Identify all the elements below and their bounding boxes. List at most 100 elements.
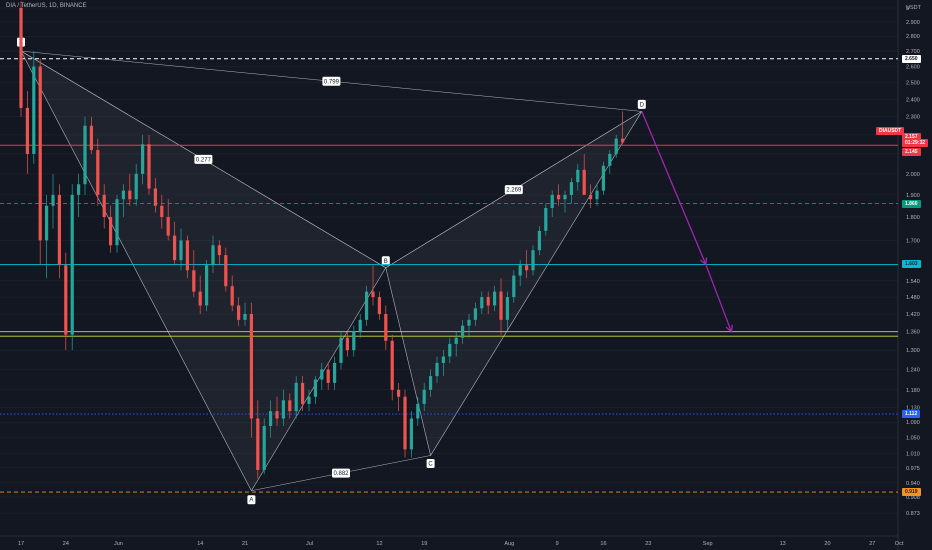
candle-body[interactable] <box>256 418 260 470</box>
candle-body[interactable] <box>416 403 420 419</box>
candle-body[interactable] <box>320 369 324 380</box>
candle-body[interactable] <box>237 305 241 320</box>
pattern-point-b[interactable]: B <box>381 256 390 266</box>
x-axis[interactable]: 1724Jun1421Jul1219Aug91623Sep132027Oct11… <box>18 541 932 547</box>
candle-body[interactable] <box>301 382 305 404</box>
candle-body[interactable] <box>230 286 234 306</box>
candle-body[interactable] <box>243 314 247 320</box>
candle-body[interactable] <box>518 265 522 276</box>
candle-body[interactable] <box>25 107 29 154</box>
candle-body[interactable] <box>422 389 426 404</box>
candle-body[interactable] <box>173 235 177 261</box>
candle-body[interactable] <box>409 418 413 450</box>
candle-body[interactable] <box>160 205 164 218</box>
candle-body[interactable] <box>153 188 157 206</box>
candle-body[interactable] <box>397 389 401 397</box>
projection-arrows[interactable] <box>641 111 733 333</box>
candle-body[interactable] <box>557 194 561 200</box>
candle-body[interactable] <box>544 208 548 231</box>
y-axis[interactable]: 32.9002.8002.7002.6002.5002.4002.3002.20… <box>906 5 922 517</box>
candle-body[interactable] <box>589 194 593 200</box>
candle-body[interactable] <box>102 194 106 218</box>
candle-body[interactable] <box>198 291 202 306</box>
pattern-point-d[interactable]: D <box>637 99 646 109</box>
candle-body[interactable] <box>429 376 433 390</box>
candle-body[interactable] <box>614 138 618 154</box>
candle-body[interactable] <box>333 362 337 383</box>
candle-body[interactable] <box>595 190 599 200</box>
candle-body[interactable] <box>377 297 381 315</box>
candle-body[interactable] <box>19 8 23 108</box>
candle-body[interactable] <box>217 245 221 256</box>
candle-body[interactable] <box>185 240 189 271</box>
candle-body[interactable] <box>83 125 87 185</box>
candle-body[interactable] <box>576 169 580 183</box>
candle-body[interactable] <box>493 291 497 306</box>
candle-body[interactable] <box>486 297 490 306</box>
candle-body[interactable] <box>390 340 394 390</box>
candle-body[interactable] <box>141 144 145 174</box>
candle-body[interactable] <box>288 400 292 412</box>
candle-body[interactable] <box>32 66 36 154</box>
candle-body[interactable] <box>281 400 285 419</box>
candle-body[interactable] <box>582 169 586 195</box>
candle-body[interactable] <box>461 325 465 338</box>
candle-body[interactable] <box>365 291 369 320</box>
candle-body[interactable] <box>313 379 317 397</box>
candle-body[interactable] <box>512 275 516 298</box>
candle-body[interactable] <box>352 331 356 351</box>
candle-body[interactable] <box>134 173 138 200</box>
pattern-point-a[interactable]: A <box>247 495 256 505</box>
candle-body[interactable] <box>109 217 113 246</box>
candle-body[interactable] <box>454 337 458 344</box>
candle-body[interactable] <box>269 411 273 427</box>
candle-body[interactable] <box>262 426 266 470</box>
candles[interactable] <box>19 1 625 479</box>
candle-body[interactable] <box>371 291 375 298</box>
candle-body[interactable] <box>166 217 170 236</box>
pattern-point-c[interactable]: C <box>426 458 435 468</box>
candle-body[interactable] <box>96 150 100 195</box>
candle-body[interactable] <box>345 337 349 351</box>
candle-body[interactable] <box>601 165 605 191</box>
candle-body[interactable] <box>249 314 253 419</box>
candle-body[interactable] <box>448 343 452 357</box>
candle-body[interactable] <box>384 314 388 341</box>
candle-body[interactable] <box>358 319 362 332</box>
candle-body[interactable] <box>147 144 151 189</box>
candle-body[interactable] <box>57 194 61 266</box>
candle-body[interactable] <box>608 153 612 166</box>
candle-body[interactable] <box>480 297 484 309</box>
candle-body[interactable] <box>550 194 554 209</box>
candle-body[interactable] <box>51 194 55 206</box>
candle-body[interactable] <box>275 411 279 419</box>
candle-body[interactable] <box>128 190 132 200</box>
candle-body[interactable] <box>89 125 93 151</box>
candle-body[interactable] <box>70 194 74 335</box>
candle-body[interactable] <box>121 190 125 200</box>
candle-body[interactable] <box>339 337 343 363</box>
candle-body[interactable] <box>294 382 298 412</box>
candle-body[interactable] <box>307 396 311 404</box>
candle-body[interactable] <box>525 265 529 271</box>
candle-body[interactable] <box>505 297 509 320</box>
candle-body[interactable] <box>531 250 535 271</box>
candle-body[interactable] <box>211 245 215 266</box>
candle-body[interactable] <box>435 362 439 377</box>
candle-body[interactable] <box>441 356 445 363</box>
candle-body[interactable] <box>45 205 49 241</box>
candle-body[interactable] <box>473 308 477 320</box>
candle-body[interactable] <box>224 255 228 287</box>
candle-body[interactable] <box>205 265 209 306</box>
candle-body[interactable] <box>537 230 541 251</box>
candle-body[interactable] <box>77 184 81 195</box>
candle-body[interactable] <box>569 182 573 195</box>
candle-body[interactable] <box>38 66 42 241</box>
candle-body[interactable] <box>115 199 119 246</box>
candle-body[interactable] <box>192 270 196 292</box>
candle-body[interactable] <box>179 240 183 261</box>
candle-body[interactable] <box>621 138 625 143</box>
